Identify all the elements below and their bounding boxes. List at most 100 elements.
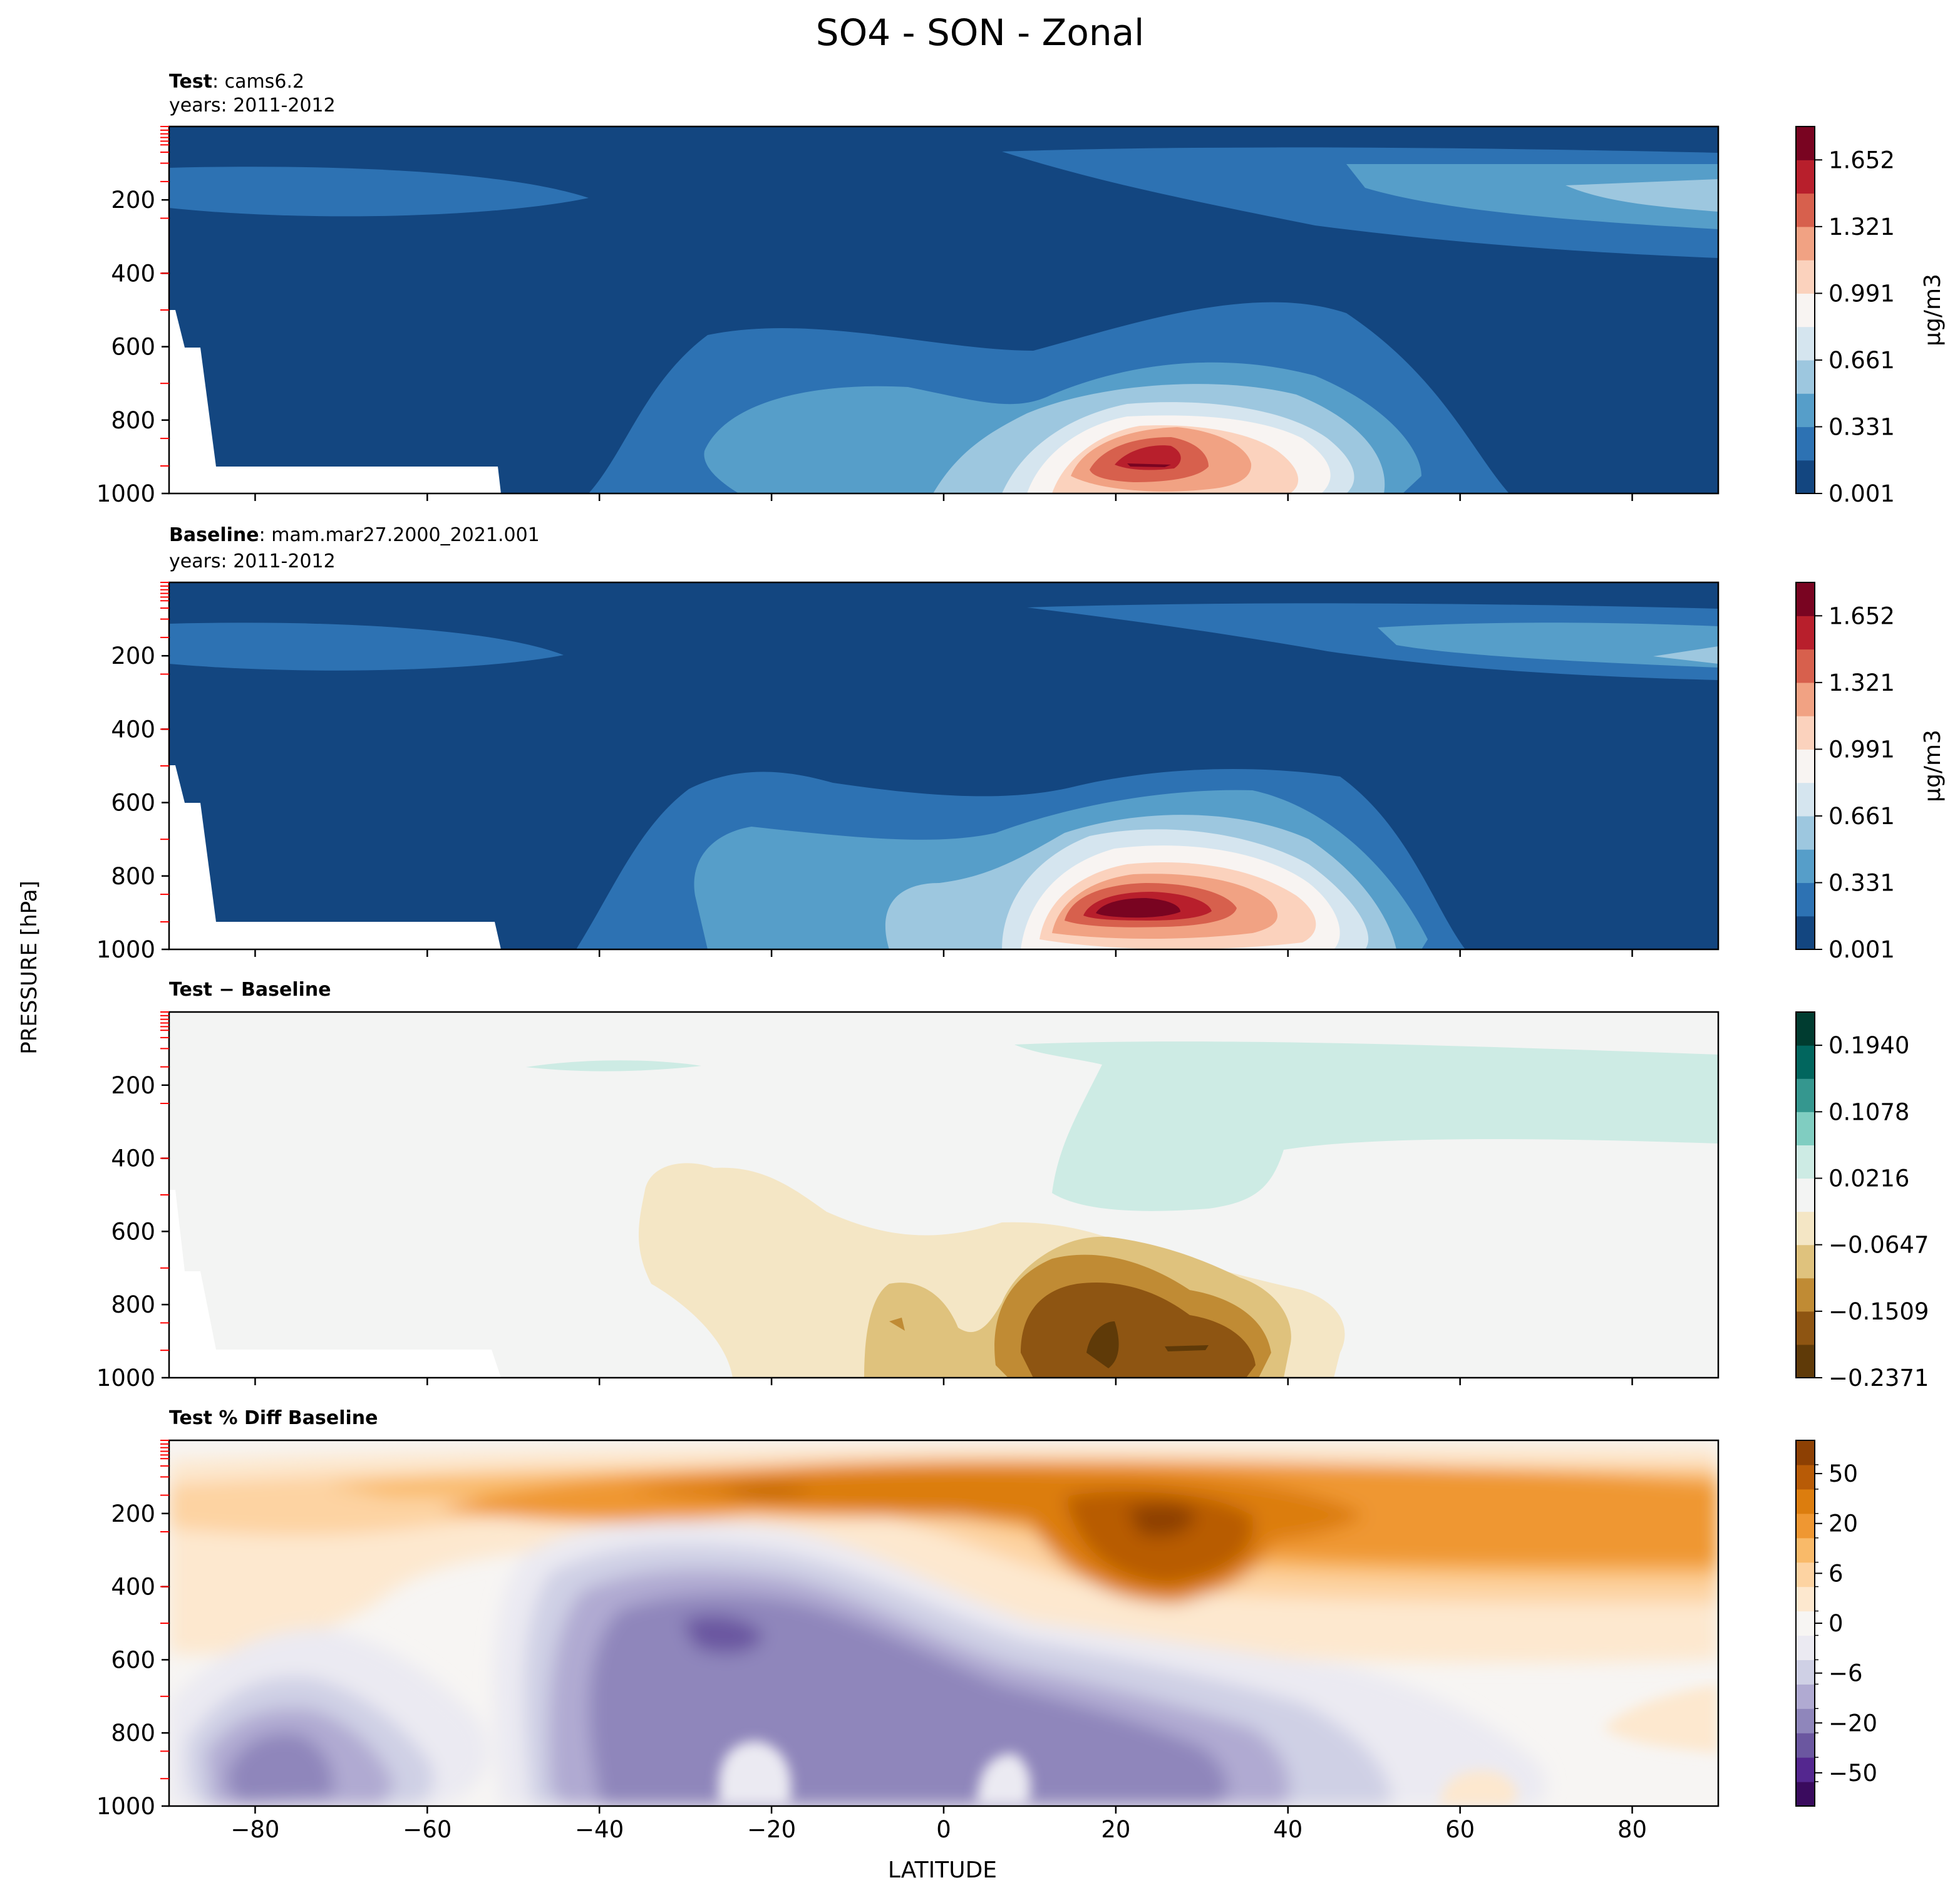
colorbar-tick-label: 50 bbox=[1828, 1460, 1858, 1487]
colorbar-label: μg/m3 bbox=[1920, 274, 1946, 346]
figure-title: SO4 - SON - Zonal bbox=[816, 11, 1144, 54]
colorbar-tick-label: 0.1940 bbox=[1828, 1032, 1909, 1059]
x-tick-label: −40 bbox=[575, 1816, 624, 1843]
colorbar-level bbox=[1796, 1012, 1815, 1046]
contour-negative-band bbox=[225, 1733, 334, 1804]
contour-negative-band bbox=[1021, 1283, 1256, 1378]
colorbar-level bbox=[1796, 260, 1815, 294]
colorbar-tick-label: 0.001 bbox=[1828, 936, 1895, 963]
contour-positive-band bbox=[1014, 1041, 1718, 1211]
contour-negative-band bbox=[889, 1318, 905, 1331]
colorbar-level bbox=[1796, 1045, 1815, 1079]
colorbar-tick-label: 0.001 bbox=[1828, 480, 1895, 507]
y-tick-label: 1000 bbox=[96, 1365, 155, 1391]
missing-data-region bbox=[169, 1190, 501, 1378]
colorbar-level bbox=[1796, 582, 1815, 616]
colorbar-level bbox=[1796, 1112, 1815, 1145]
colorbar-level bbox=[1796, 1660, 1815, 1685]
colorbar-tick-label: 0.0216 bbox=[1828, 1165, 1909, 1192]
colorbar-frame bbox=[1795, 126, 1815, 494]
y-tick-label: 600 bbox=[111, 1218, 155, 1245]
x-tick-label: 60 bbox=[1445, 1816, 1475, 1843]
panel-test-title-rest: : cams6.2 bbox=[212, 71, 304, 93]
panel-test-field bbox=[169, 126, 1718, 493]
colorbar-level bbox=[1796, 1440, 1815, 1465]
contour-negative-band bbox=[1165, 1345, 1209, 1351]
panel-pctdiff-field bbox=[169, 1440, 1718, 1806]
colorbar-level bbox=[1796, 815, 1815, 850]
contour-upper-band bbox=[1653, 646, 1718, 664]
contour-negative-band bbox=[1086, 1321, 1119, 1368]
colorbar-level bbox=[1796, 460, 1815, 494]
x-axis-label: LATITUDE bbox=[888, 1857, 997, 1883]
x-tick-label: 40 bbox=[1273, 1816, 1302, 1843]
contour-positive-band bbox=[1603, 1685, 1718, 1753]
y-tick-label: 800 bbox=[111, 1720, 155, 1747]
colorbar-label: μg/m3 bbox=[1920, 730, 1946, 802]
panel-baseline-title-rest: : mam.mar27.2000_2021.001 bbox=[259, 524, 540, 546]
colorbar-level bbox=[1796, 1537, 1815, 1563]
colorbar-level bbox=[1796, 1244, 1815, 1279]
colorbar-tick-label: −0.2371 bbox=[1828, 1365, 1929, 1391]
x-tick-label: −20 bbox=[747, 1816, 796, 1843]
panel-pctdiff-xticks: −80 −60 −40 −20 0 20 40 60 80 bbox=[230, 1806, 1647, 1843]
colorbar-tick-label: 0.661 bbox=[1828, 347, 1895, 374]
panel-diff-field bbox=[169, 1012, 1718, 1378]
panel-test: Test: cams6.2 years: 2011-2012 200 400 600… bbox=[96, 71, 1946, 507]
contour-positive-band bbox=[1440, 1770, 1518, 1806]
x-tick-label: 80 bbox=[1617, 1816, 1647, 1843]
y-tick-label: 400 bbox=[111, 260, 155, 287]
panel-baseline-yticks: 200 400 600 800 1000 bbox=[96, 582, 169, 963]
colorbar-level bbox=[1796, 749, 1815, 783]
x-tick-label: −80 bbox=[230, 1816, 279, 1843]
colorbar-tick-label: −6 bbox=[1828, 1660, 1863, 1687]
panel-baseline-title-bold: Baseline bbox=[169, 524, 259, 546]
colorbar-tick-label: 0.661 bbox=[1828, 803, 1895, 830]
colorbar-level bbox=[1796, 1562, 1815, 1588]
panel-baseline-subtitle: years: 2011-2012 bbox=[169, 550, 336, 572]
colorbar-tick-label: 20 bbox=[1828, 1510, 1858, 1537]
colorbar-level bbox=[1796, 1684, 1815, 1709]
colorbar-level bbox=[1796, 1782, 1815, 1807]
colorbar-tick-label: 0.331 bbox=[1828, 413, 1895, 440]
y-tick-label: 800 bbox=[111, 1291, 155, 1318]
panel-diff-title-bold: Test − Baseline bbox=[169, 979, 331, 1001]
colorbar-tick-label: 0 bbox=[1828, 1610, 1844, 1637]
panel-test-title: Test: cams6.2 bbox=[169, 71, 304, 93]
panel-pctdiff-yticks: 200 400 600 800 1000 bbox=[96, 1440, 169, 1820]
contour-upper-band bbox=[1346, 164, 1718, 229]
colorbar-level bbox=[1796, 1278, 1815, 1312]
colorbar-level bbox=[1796, 1145, 1815, 1179]
colorbar-level bbox=[1796, 1211, 1815, 1246]
colorbar-level bbox=[1796, 160, 1815, 194]
y-tick-label: 800 bbox=[111, 863, 155, 890]
missing-data-region bbox=[169, 310, 501, 493]
contour-negative-band bbox=[718, 1741, 792, 1806]
colorbar-level bbox=[1796, 193, 1815, 227]
colorbar-tick-label: −20 bbox=[1828, 1710, 1877, 1737]
panel-pctdiff-title: Test % Diff Baseline bbox=[169, 1407, 378, 1429]
colorbar-tick-label: 1.321 bbox=[1828, 214, 1895, 240]
contour-positive-band bbox=[526, 1060, 701, 1071]
colorbar-level bbox=[1796, 1178, 1815, 1212]
y-tick-label: 200 bbox=[111, 187, 155, 214]
contour-upper-band bbox=[1565, 179, 1718, 212]
colorbar-tick-label: 0.991 bbox=[1828, 736, 1895, 763]
colorbar-tick-label: 1.652 bbox=[1828, 602, 1895, 629]
contour-upper-band bbox=[1027, 603, 1718, 680]
colorbar-level bbox=[1796, 1708, 1815, 1733]
panel-pctdiff-colorbar: −50 −20 −6 0 6 20 50 bbox=[1795, 1440, 1877, 1807]
y-tick-label: 1000 bbox=[96, 480, 155, 507]
y-tick-label: 600 bbox=[111, 334, 155, 361]
panel-test-yticks: 200 400 600 800 1000 bbox=[96, 126, 169, 507]
contour-negative-band bbox=[683, 1615, 764, 1654]
contour-upper-band bbox=[169, 167, 589, 217]
colorbar-level bbox=[1796, 1733, 1815, 1758]
colorbar-level bbox=[1796, 326, 1815, 361]
colorbar-level bbox=[1796, 1757, 1815, 1782]
y-tick-label: 600 bbox=[111, 1646, 155, 1673]
y-tick-label: 800 bbox=[111, 407, 155, 434]
colorbar-level bbox=[1796, 393, 1815, 428]
colorbar-tick-label: 1.652 bbox=[1828, 147, 1895, 173]
colorbar-tick-label: 0.991 bbox=[1828, 280, 1895, 307]
